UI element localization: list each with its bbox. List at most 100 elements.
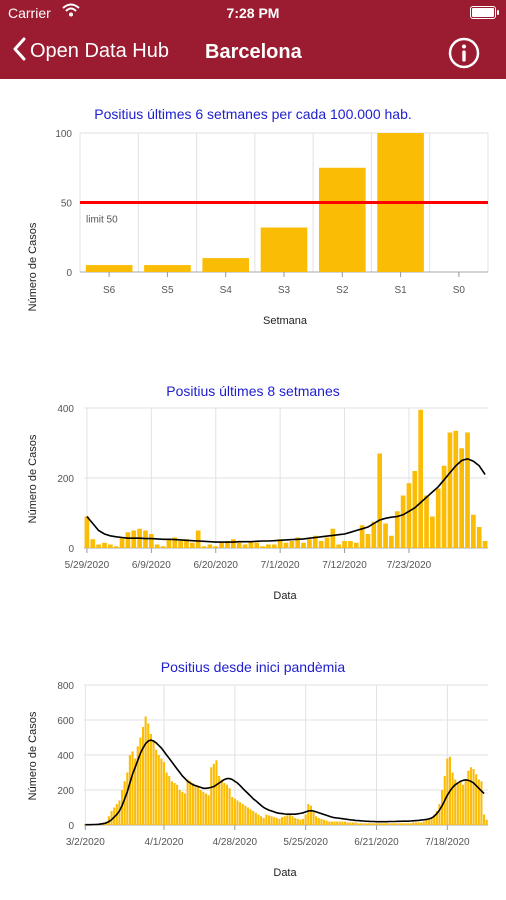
bar [447,432,453,548]
bar [165,772,168,825]
bar [325,820,328,825]
bar [254,542,260,548]
bar [477,779,480,825]
y-axis-label: Número de Casos [27,222,39,311]
bar [399,823,402,825]
bar [359,823,362,825]
bar [172,537,178,548]
bar [207,795,210,825]
bar [96,544,101,548]
bar [195,530,201,548]
bar [108,544,113,548]
y-tick-label: 0 [66,268,72,279]
bar [328,821,331,825]
bar [160,758,163,825]
bar [141,727,145,825]
bar [299,819,302,825]
bar [388,823,391,825]
bar [451,772,454,825]
weekly-rate-chart: Positius últimes 6 setmanes per cada 100… [27,106,489,327]
bar [324,537,330,548]
bar [144,265,191,272]
bar [197,786,200,825]
bar [409,823,412,825]
bar [312,811,315,825]
bar [266,544,271,548]
bar [424,495,429,548]
bar [435,811,438,825]
bar [465,432,470,548]
bar [181,791,184,825]
bar [128,755,131,825]
bar [351,822,354,825]
bar [467,770,470,825]
info-icon[interactable] [448,37,480,69]
since-pandemic-chart: Positius desde inici pandèmia Número de … [27,659,488,879]
bar [125,532,131,548]
bar [286,815,289,825]
bar [271,544,277,548]
bar [260,227,308,272]
bar [354,822,357,825]
bar [338,821,341,825]
bar [260,816,263,825]
x-tick-label: 4/1/2020 [145,837,184,848]
bar [178,790,181,825]
bar [427,819,431,825]
x-tick-label: 5/29/2020 [65,560,110,571]
bar [170,781,173,825]
bar [186,779,189,825]
y-tick-label: 200 [57,786,74,797]
bar [295,537,301,548]
bar [223,783,226,825]
bar [438,804,441,825]
bar [273,817,276,825]
bar [430,516,435,548]
bar [396,823,399,825]
bar [168,776,171,825]
x-tick-label: S6 [103,285,116,296]
page-title: Barcelona [205,41,302,63]
bar [304,814,307,825]
bar [134,758,137,825]
nav-bar: Open Data Hub Barcelona [0,26,506,79]
x-tick-label: 4/28/2020 [213,837,258,848]
y-axis-label: Número de Casos [27,434,39,523]
bar [189,542,195,548]
chart-title: Positius desde inici pandèmia [161,659,346,675]
bar [199,790,202,825]
bar [357,823,360,825]
y-tick-label: 50 [61,199,73,210]
bar [157,755,160,825]
bar [126,772,129,825]
bar [383,523,388,548]
bar [380,823,383,825]
bar [162,762,166,825]
bar [430,818,433,825]
bar [102,542,107,548]
bar [213,546,219,548]
x-tick-label: 7/1/2020 [261,560,300,571]
x-tick-label: 7/18/2020 [425,837,470,848]
bar [471,514,476,548]
bar [383,823,386,825]
bar [202,258,250,272]
x-tick-label: S4 [220,285,233,296]
bar [414,822,417,825]
bar [236,542,242,548]
bar [459,781,462,825]
moving-average-line [85,739,485,826]
bar [270,816,273,825]
bar [204,793,208,825]
back-button[interactable]: Open Data Hub [12,36,169,66]
carrier-label: Carrier [8,5,51,21]
bar [248,541,254,548]
bar [275,818,278,825]
bar [336,544,342,548]
bar [236,800,239,825]
bar [400,495,406,548]
battery-icon [470,6,499,19]
chevron-left-icon [12,37,26,66]
bar [249,809,252,825]
bar [362,823,365,825]
